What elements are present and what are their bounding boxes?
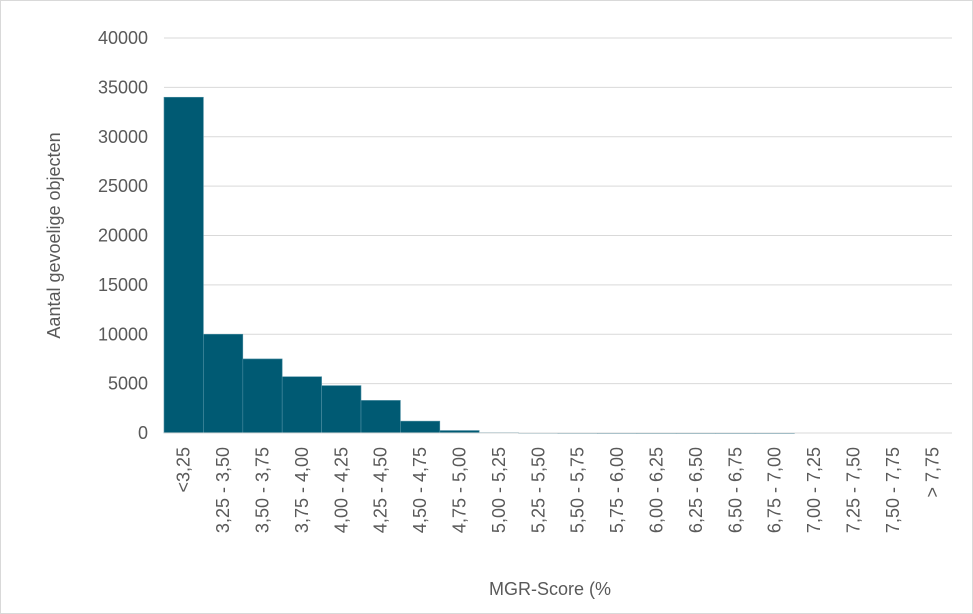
bar: [242, 358, 283, 434]
x-tick-label: 5,75 - 6,00: [607, 447, 627, 533]
x-tick-label: 6,75 - 7,00: [765, 447, 785, 533]
y-tick-label: 25000: [98, 176, 148, 196]
x-tick-label: 6,00 - 6,25: [647, 447, 667, 533]
x-tick-label: 6,25 - 6,50: [686, 447, 706, 533]
x-tick-label: 3,50 - 3,75: [253, 447, 273, 533]
y-tick-label: 20000: [98, 226, 148, 246]
bar: [400, 420, 441, 434]
x-tick-label: 4,75 - 5,00: [450, 447, 470, 533]
bar: [360, 400, 401, 434]
x-tick-label: 6,50 - 6,75: [725, 447, 745, 533]
x-axis-title: MGR-Score (%: [489, 579, 611, 599]
x-tick-label: 3,25 - 3,50: [213, 447, 233, 533]
x-tick-label: 4,00 - 4,25: [331, 447, 351, 533]
bar: [203, 333, 244, 434]
gridlines: [164, 37, 952, 385]
bars: [163, 96, 795, 434]
y-tick-label: 40000: [98, 28, 148, 48]
bar: [163, 96, 204, 434]
x-tick-label: <3,25: [174, 447, 194, 493]
x-tick-label: 5,50 - 5,75: [568, 447, 588, 533]
y-axis-title: Aantal gevoelige objecten: [44, 132, 64, 338]
y-tick-label: 35000: [98, 77, 148, 97]
bar: [281, 376, 322, 434]
x-tick-label: 5,00 - 5,25: [489, 447, 509, 533]
x-tick-label: 5,25 - 5,50: [528, 447, 548, 533]
bar: [321, 385, 362, 434]
x-tick-label: > 7,75: [922, 447, 942, 498]
x-tick-label: 4,25 - 4,50: [371, 447, 391, 533]
x-tick-label: 3,75 - 4,00: [292, 447, 312, 533]
y-tick-labels: 0 5000 10000 15000 20000 25000 30000 35000 40000: [98, 28, 148, 443]
x-tick-label: 7,25 - 7,50: [844, 447, 864, 533]
y-tick-label: 15000: [98, 275, 148, 295]
y-tick-label: 10000: [98, 324, 148, 344]
x-tick-label: 4,50 - 4,75: [410, 447, 430, 533]
x-tick-labels: <3,25 3,25 - 3,50 3,50 - 3,75 3,75 - 4,00 4,…: [174, 447, 943, 533]
y-tick-label: 5000: [108, 374, 148, 394]
y-tick-label: 0: [138, 423, 148, 443]
x-tick-label: 7,00 - 7,25: [804, 447, 824, 533]
x-tick-label: 7,50 - 7,75: [883, 447, 903, 533]
y-tick-label: 30000: [98, 127, 148, 147]
